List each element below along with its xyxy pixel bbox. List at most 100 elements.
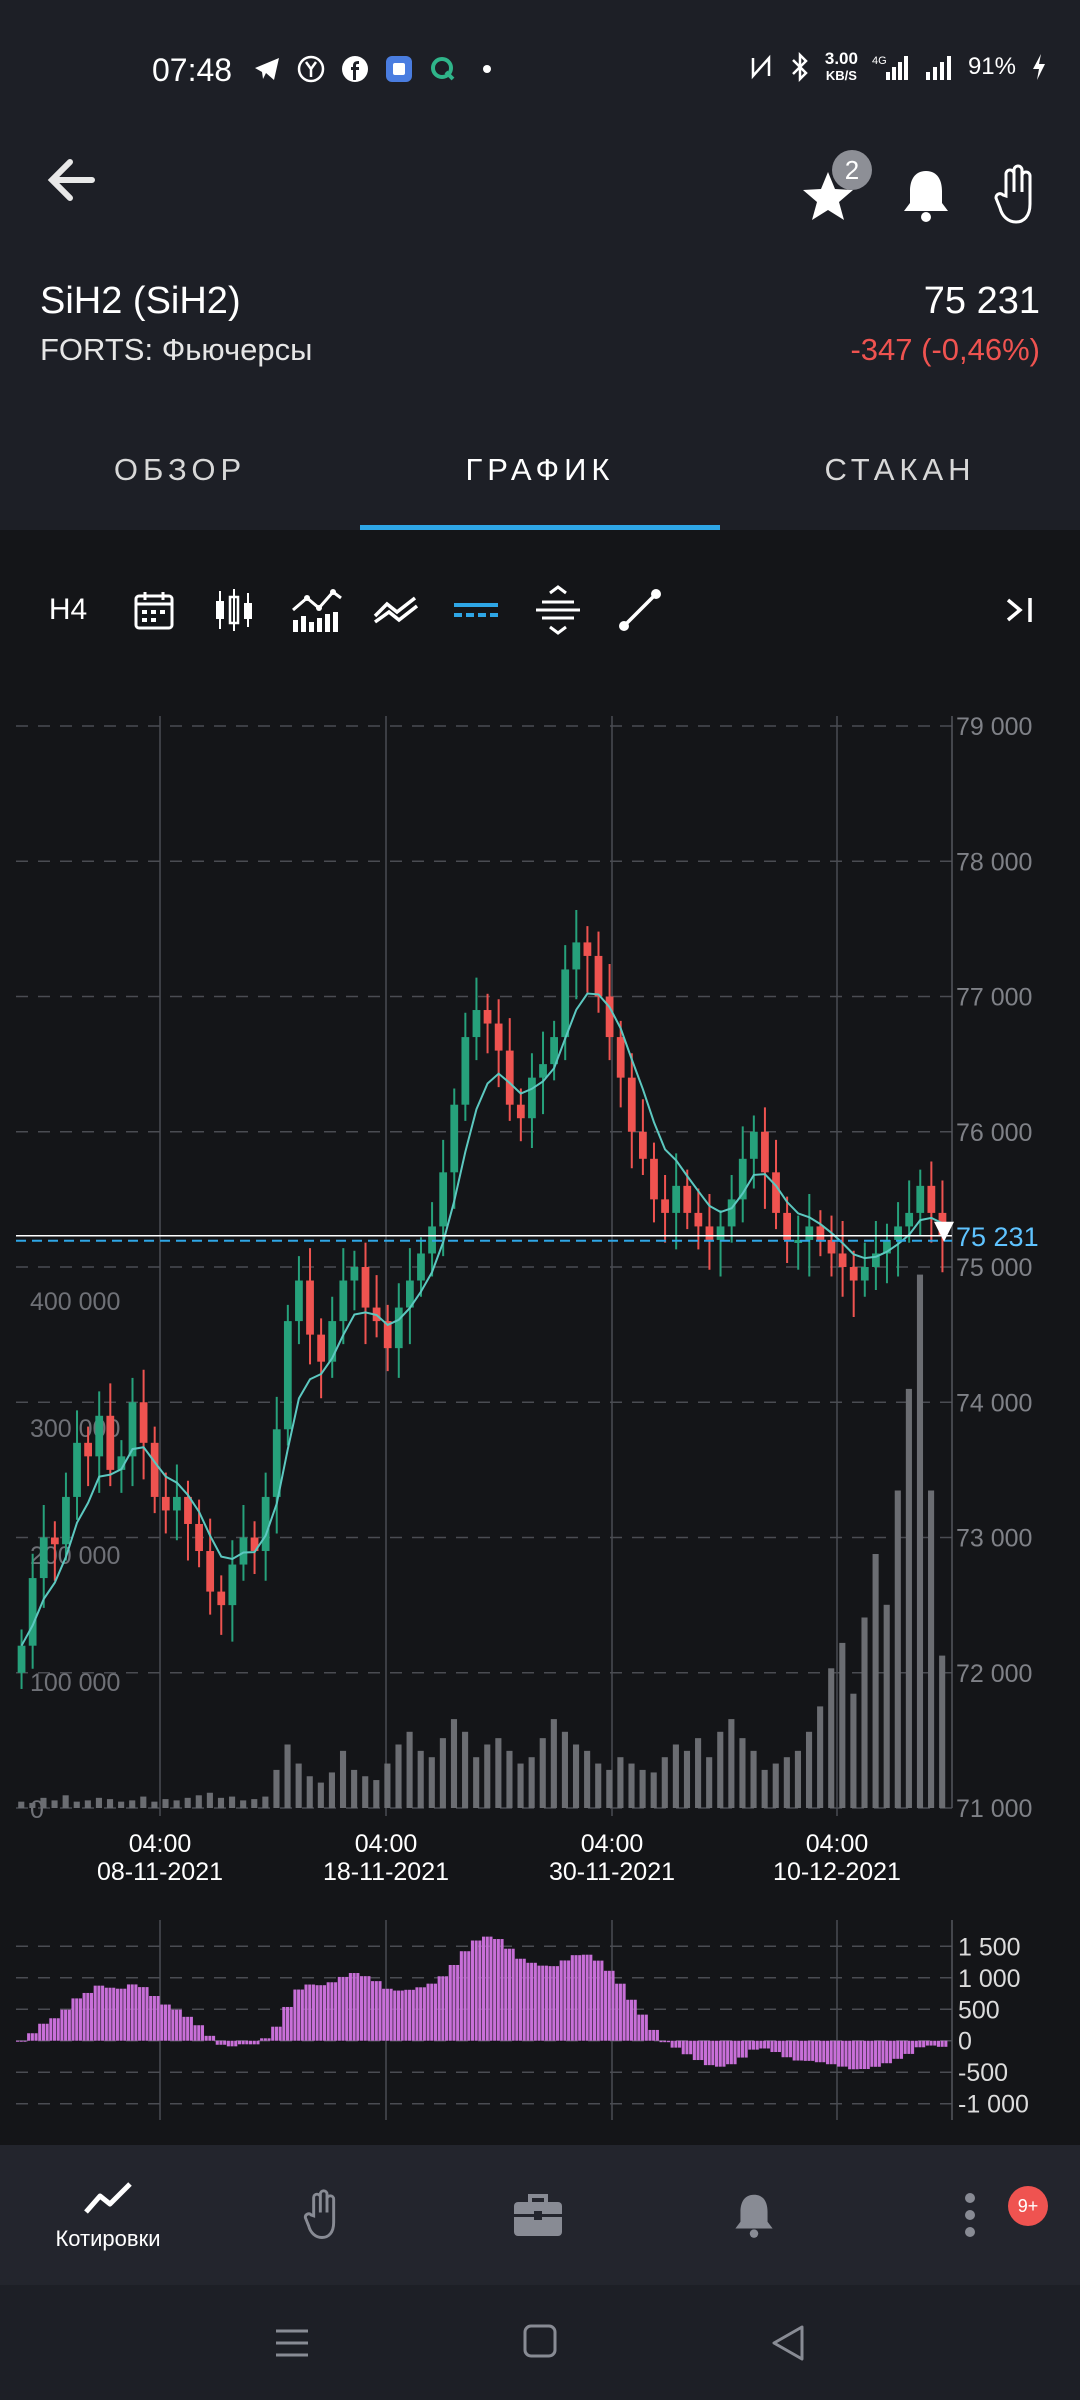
volume-bar	[118, 1801, 125, 1808]
volume-bar	[606, 1769, 613, 1808]
oscillator-bar	[785, 2040, 789, 2058]
chart-type-button[interactable]	[204, 570, 264, 650]
oscillator-bar	[459, 1951, 463, 2041]
oscillator-bar	[189, 2016, 193, 2041]
candle-body	[417, 1253, 425, 1281]
date-axis-date: 30-11-2021	[549, 1858, 675, 1886]
price-chart[interactable]: 79 000 78 000 77 000 76 000 75 000 74 000 73 0…	[0, 700, 1080, 1920]
scale-icon	[536, 585, 580, 635]
volume-bar	[251, 1799, 258, 1808]
oscillator-bar	[936, 2040, 941, 2047]
oscillator-bar	[866, 2040, 870, 2070]
nav-quotes-label: Котировки	[55, 2226, 161, 2251]
volume-bar	[317, 1782, 324, 1808]
volume-bar	[295, 1763, 302, 1808]
candle-body	[339, 1280, 348, 1322]
candle-body	[306, 1280, 314, 1335]
volume-bar	[262, 1796, 269, 1808]
oscillator-bar	[552, 1966, 556, 2041]
oscillator-bar	[644, 2014, 648, 2041]
oscillator-bar	[359, 1976, 364, 2041]
candle-body	[283, 1321, 292, 1430]
volume-bar	[173, 1800, 180, 1808]
oscillator-bar	[489, 1936, 493, 2041]
network-speed: 3.00 KB/S	[824, 49, 858, 83]
tab-orderbook[interactable]: СТАКАН	[824, 452, 976, 487]
oscillator-bar	[89, 1992, 94, 2041]
oscillator-bar	[792, 2040, 796, 2061]
oscillator-axis-label: 500	[958, 1996, 1000, 2024]
home-icon[interactable]	[522, 2323, 558, 2359]
battery-percent: 91%	[967, 53, 1016, 80]
candle-body	[716, 1226, 725, 1240]
oscillator-bar	[38, 2023, 42, 2041]
nav-trade[interactable]	[242, 2145, 402, 2285]
oscillator-bar	[922, 2040, 926, 2048]
oscillator-bar	[759, 2040, 763, 2049]
candle-body	[772, 1172, 780, 1213]
oscillator-bar	[870, 2040, 874, 2067]
volume-bar	[928, 1490, 935, 1808]
levels-button[interactable]	[446, 570, 506, 650]
candle-body	[439, 1172, 448, 1227]
tab-chart[interactable]: ГРАФИК	[360, 440, 720, 530]
favorites-button[interactable]: 2	[800, 150, 872, 220]
oscillator-bar	[685, 2040, 689, 2055]
oscillator-chart[interactable]: 1 500 1 000 500 0 -500 -1 000	[0, 1920, 1080, 2120]
draw-line-button[interactable]	[610, 570, 670, 650]
tab-overview[interactable]: ОБЗОР	[113, 452, 247, 487]
candle-body	[172, 1496, 181, 1511]
volume-bar	[794, 1750, 801, 1808]
status-notification-icons	[252, 54, 502, 84]
scroll-to-end-button[interactable]	[990, 570, 1050, 650]
oscillator-axis-label: 1 000	[958, 1965, 1021, 1993]
volume-bar	[739, 1738, 746, 1808]
oscillator-bar	[60, 2009, 64, 2041]
candle-body	[783, 1212, 792, 1240]
oscillator-bar	[744, 2040, 748, 2058]
oscillator-bar	[522, 1958, 526, 2041]
oscillator-bar	[441, 1976, 445, 2041]
svg-text:4G: 4G	[872, 55, 887, 67]
price-axis-label: 76 000	[956, 1119, 1032, 1147]
nav-more[interactable]	[890, 2145, 1050, 2285]
back-icon[interactable]	[768, 2323, 808, 2363]
oscillator-bar	[411, 1989, 415, 2041]
oscillator-bar	[197, 2025, 201, 2041]
indicators-button[interactable]	[284, 570, 350, 650]
nav-quotes[interactable]: Котировки	[28, 2145, 188, 2285]
candle-body	[794, 1239, 803, 1243]
nav-alerts[interactable]	[674, 2145, 834, 2285]
back-arrow-icon[interactable]	[40, 148, 104, 212]
oscillator-bar	[862, 2040, 867, 2070]
date-axis-time: 04:00	[806, 1830, 869, 1858]
volume-bar	[695, 1738, 702, 1808]
price-axis-label: 79 000	[956, 713, 1032, 741]
candle-body	[62, 1496, 70, 1545]
bell-icon[interactable]	[900, 165, 952, 225]
compare-button[interactable]	[366, 570, 426, 650]
oscillator-bar	[300, 1989, 304, 2041]
oscillator-axis-label: 1 500	[958, 1933, 1021, 1961]
nav-portfolio[interactable]	[458, 2145, 618, 2285]
timeframe-button[interactable]: H4	[48, 593, 88, 626]
candle-body	[650, 1158, 658, 1200]
oscillator-bar	[500, 1939, 504, 2041]
scale-button[interactable]	[528, 570, 588, 650]
volume-bar	[883, 1604, 890, 1808]
oscillator-bar	[112, 1987, 116, 2041]
oscillator-bar	[766, 2040, 770, 2049]
oscillator-bar	[315, 1985, 319, 2041]
hand-icon[interactable]	[992, 164, 1040, 226]
briefcase-icon	[514, 2194, 562, 2236]
oscillator-bar	[71, 1998, 75, 2041]
calendar-button[interactable]	[124, 570, 184, 650]
oscillator-bar	[641, 2014, 645, 2041]
oscillator-bar	[940, 2040, 944, 2047]
volume-bar	[195, 1795, 202, 1808]
recent-apps-icon[interactable]	[272, 2323, 312, 2363]
chart-panel	[0, 530, 1080, 2145]
oscillator-bar	[34, 2033, 38, 2041]
candle-body	[405, 1280, 414, 1308]
candle-body	[738, 1158, 747, 1200]
